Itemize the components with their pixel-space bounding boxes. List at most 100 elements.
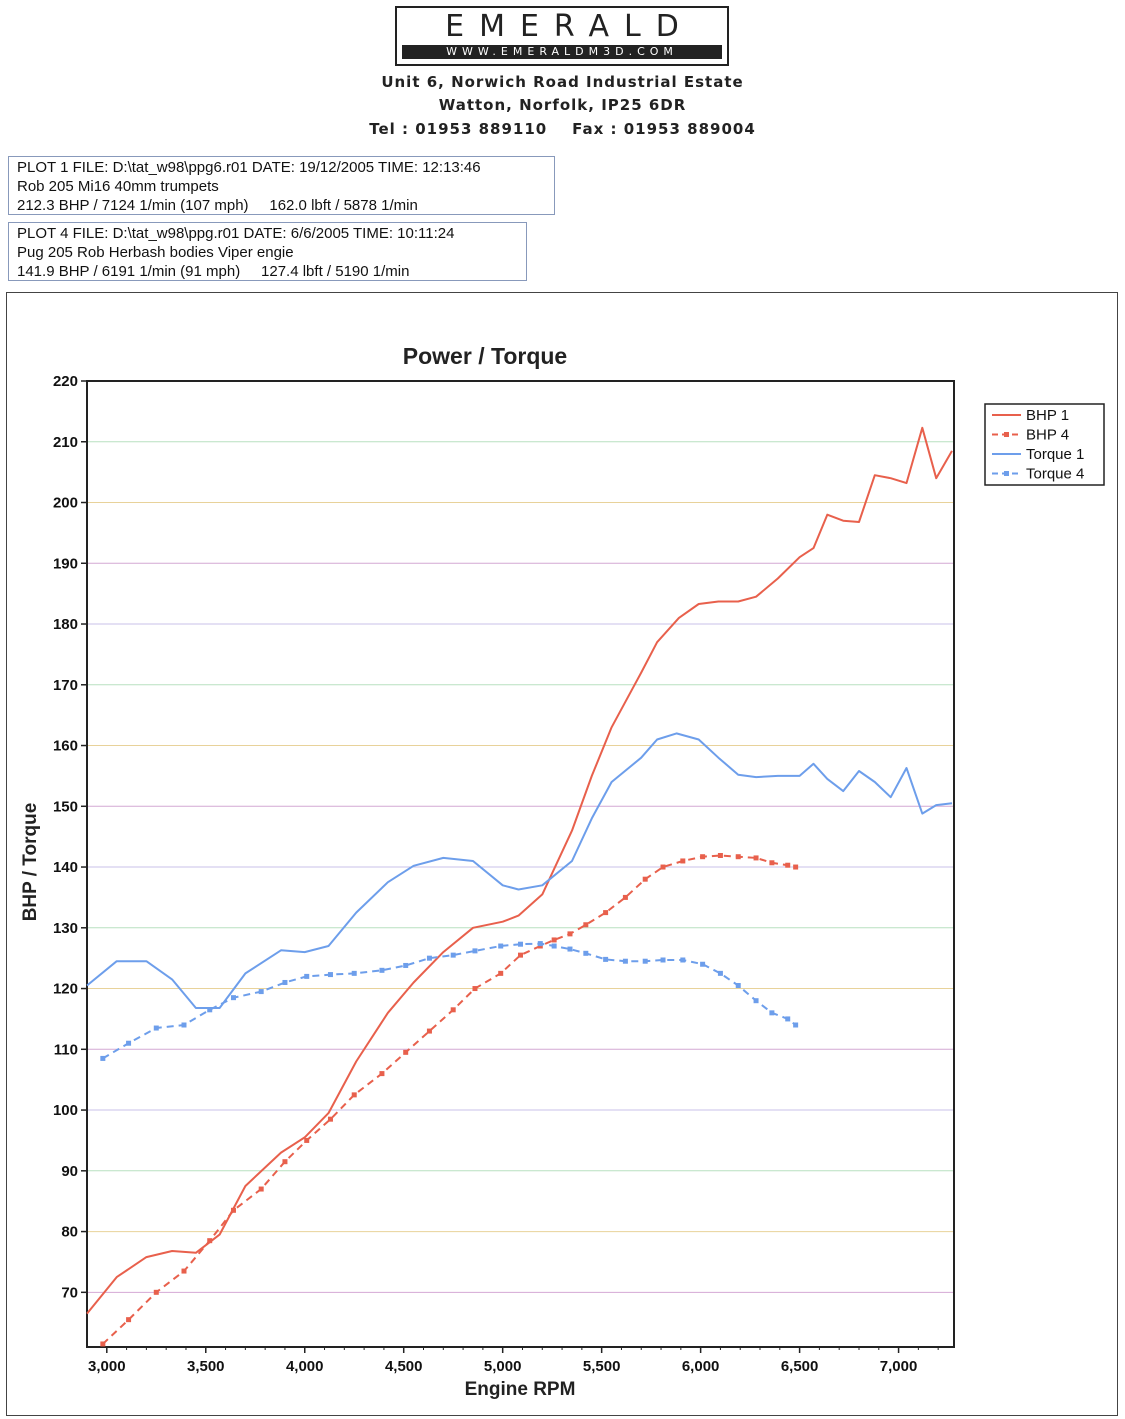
point-torque-4-17 [518,941,523,947]
point-torque-4-31 [769,1010,775,1016]
x-tick-label-5000: 5,000 [484,1358,522,1375]
y-tick-label-90: 90 [61,1163,78,1180]
point-torque-4-7 [282,979,288,985]
point-torque-4-15 [472,948,478,954]
point-bhp-4-33 [793,864,799,870]
chart-title: Power / Torque [403,343,567,369]
x-tick-label-3000: 3,000 [88,1358,126,1375]
point-bhp-4-2 [153,1289,159,1295]
x-tick-label-3500: 3,500 [187,1358,225,1375]
address-line-2: Watton, Norfolk, IP25 6DR [438,96,687,114]
point-bhp-4-15 [472,986,478,992]
point-torque-4-27 [700,961,706,967]
point-bhp-4-11 [379,1071,385,1077]
y-axis-label: BHP / Torque [20,803,41,922]
point-torque-4-26 [680,957,686,963]
point-torque-4-3 [181,1022,187,1028]
point-bhp-4-5 [230,1207,236,1213]
point-torque-4-4 [207,1007,213,1013]
legend-label-torque-4: Torque 4 [1026,466,1084,483]
point-bhp-4-25 [660,864,666,870]
point-bhp-4-27 [700,854,706,860]
point-bhp-4-7 [282,1159,288,1165]
emerald-logo: EMERALD WWW.EMERALDM3D.COM [395,6,729,66]
point-bhp-4-32 [785,862,791,868]
logo-word: EMERALD [445,9,694,44]
series-line-bhp-4 [102,854,796,1345]
point-torque-4-1 [126,1040,132,1046]
plot-1-peak-line: 212.3 BHP / 7124 1/min (107 mph) 162.0 l… [17,197,418,214]
y-tick-label-130: 130 [53,920,78,937]
legend-marker-torque-4 [1004,471,1009,476]
point-torque-4-8 [304,973,310,979]
x-tick-label-4500: 4,500 [385,1358,423,1375]
x-tick-label-6000: 6,000 [682,1358,720,1375]
y-tick-label-190: 190 [53,555,78,572]
point-bhp-4-19 [551,937,557,943]
point-torque-4-19 [551,943,557,949]
point-torque-4-13 [426,955,432,961]
point-torque-4-28 [717,970,723,976]
point-torque-4-23 [622,958,628,964]
point-bhp-4-6 [258,1186,264,1192]
y-tick-label-180: 180 [53,616,78,633]
y-tick-label-80: 80 [61,1224,78,1241]
point-torque-4-11 [379,967,385,973]
point-torque-4-32 [785,1016,791,1022]
plot-1-file-line: PLOT 1 FILE: D:\tat_w98\ppg6.r01 DATE: 1… [17,159,481,176]
y-tick-label-160: 160 [53,738,78,755]
series-line-torque-4 [102,942,797,1060]
point-bhp-4-31 [769,860,775,866]
point-bhp-4-22 [603,910,609,916]
plot-1-desc-line: Rob 205 Mi16 40mm trumpets [17,178,219,195]
legend-label-torque-1: Torque 1 [1026,446,1084,463]
plot-1-info: PLOT 1 FILE: D:\tat_w98\ppg6.r01 DATE: 1… [8,156,555,215]
grid-lines [87,441,954,1293]
point-torque-4-24 [642,958,648,964]
y-tick-label-100: 100 [53,1102,78,1119]
x-axis-label: Engine RPM [465,1379,576,1400]
point-bhp-4-30 [753,855,759,861]
series-line-bhp-1 [86,426,953,1315]
logo-url: WWW.EMERALDM3D.COM [402,45,722,59]
plot-4-file-line: PLOT 4 FILE: D:\tat_w98\ppg.r01 DATE: 6/… [17,225,455,242]
y-tick-label-120: 120 [53,981,78,998]
address-line-1: Unit 6, Norwich Road Industrial Estate [381,73,744,91]
point-bhp-4-23 [622,894,628,900]
plot-area-border [86,380,955,1348]
point-torque-4-5 [230,995,236,1001]
plot-4-peak-line: 141.9 BHP / 6191 1/min (91 mph) 127.4 lb… [17,263,410,280]
point-bhp-4-1 [126,1317,132,1323]
y-tick-label-220: 220 [53,373,78,390]
x-tick-label-4000: 4,000 [286,1358,324,1375]
point-bhp-4-8 [304,1137,310,1143]
plot-4-desc-line: Pug 205 Rob Herbash bodies Viper engie [17,244,294,261]
point-torque-4-30 [753,998,759,1004]
y-axis-ticks: 70 80 90 100 110 120 130 140 150 160 170 180 190 200 2… [53,373,87,1301]
point-torque-4-20 [567,946,573,952]
legend-label-bhp-1: BHP 1 [1026,407,1069,424]
series-group [86,426,953,1347]
series-line-torque-1 [86,732,953,1009]
point-bhp-4-9 [327,1116,333,1122]
point-bhp-4-0 [100,1341,106,1347]
point-torque-4-9 [327,972,333,978]
point-bhp-4-10 [351,1092,357,1098]
y-tick-label-140: 140 [53,859,78,876]
point-bhp-4-12 [403,1049,409,1055]
point-torque-4-16 [498,943,504,949]
point-bhp-4-29 [735,854,741,860]
point-torque-4-12 [403,962,409,968]
y-tick-label-110: 110 [54,1041,78,1058]
x-tick-label-5500: 5,500 [583,1358,621,1375]
y-tick-label-170: 170 [53,677,78,694]
point-bhp-4-13 [426,1028,432,1034]
point-torque-4-29 [735,983,741,989]
point-torque-4-33 [793,1022,799,1028]
point-torque-4-21 [583,950,589,956]
point-torque-4-25 [660,957,666,963]
y-tick-label-210: 210 [53,434,78,451]
point-bhp-4-17 [518,952,523,958]
chart-frame [6,292,1118,1416]
point-bhp-4-28 [717,852,723,858]
